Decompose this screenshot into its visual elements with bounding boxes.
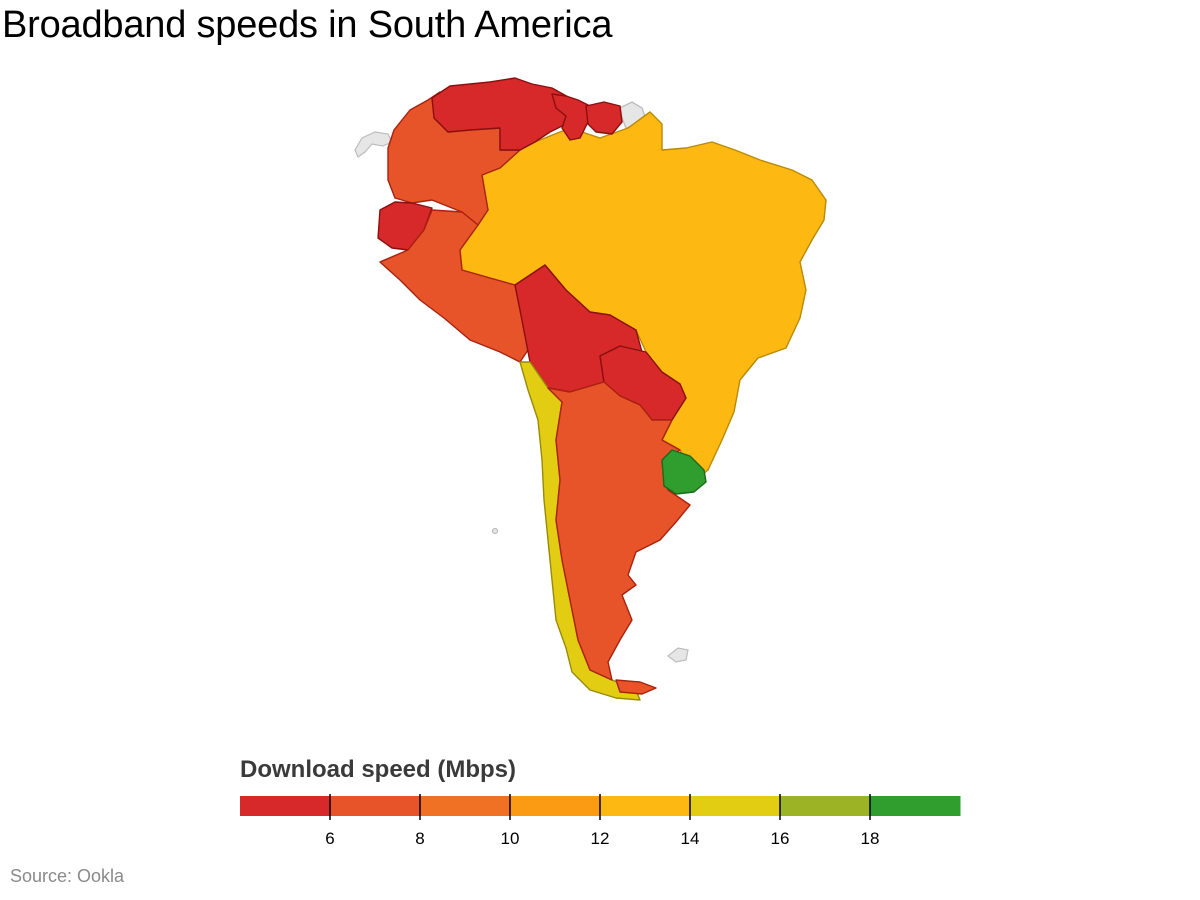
source-note: Source: Ookla [10,866,125,886]
legend-band-7 [870,796,961,816]
region-argentina[interactable] [547,381,691,681]
legend-tick-label-3: 12 [591,829,610,848]
region-tierra-del-fuego [615,679,657,695]
legend-band-4 [600,796,691,816]
map-area [354,77,827,701]
region-guyana[interactable] [551,93,591,141]
region-falkland-islands [667,647,689,663]
legend-tick-label-1: 8 [415,829,424,848]
south-america-map [354,77,827,701]
legend-band-1 [330,796,421,816]
page-title: Broadband speeds in South America [2,4,613,46]
region-uruguay[interactable] [661,449,707,495]
legend-band-5 [690,796,781,816]
region-suriname[interactable] [585,101,623,135]
island-off-chile [491,527,499,535]
legend-title: Download speed (Mbps) [240,756,516,783]
legend-tick-label-6: 18 [861,829,880,848]
legend-tick-label-4: 14 [681,829,700,848]
legend-tick-label-0: 6 [325,829,334,848]
legend-band-3 [510,796,601,816]
legend-tick-label-2: 10 [501,829,520,848]
legend-band-2 [420,796,511,816]
legend-tick-label-5: 16 [771,829,790,848]
legend-band-0 [240,796,331,816]
panama-fragment [354,131,393,158]
legend-band-6 [780,796,871,816]
legend-scale: 6 8 10 12 14 16 18 [240,794,961,848]
